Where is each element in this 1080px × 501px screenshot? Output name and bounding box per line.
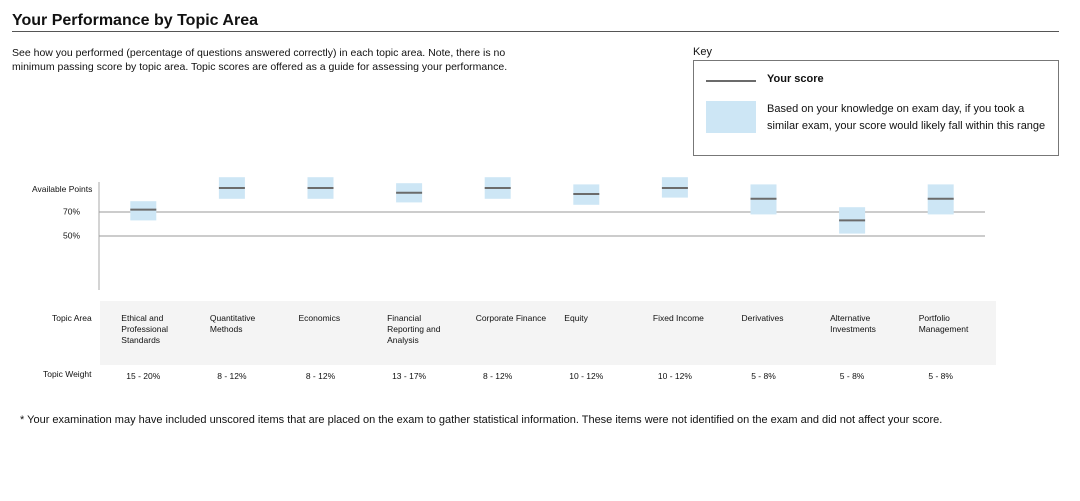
legend: Your score Based on your knowledge on ex… — [693, 60, 1059, 156]
legend-label: Your score — [767, 73, 824, 85]
x-tick-label: Corporate Finance — [475, 313, 547, 323]
y-axis-label: Available Points — [32, 184, 93, 194]
topic-weight: 10 - 12% — [569, 371, 604, 381]
topic-weight: 13 - 17% — [392, 371, 427, 381]
topic-weight: 15 - 20% — [126, 371, 161, 381]
x-tick-label: Financial Reporting and Analysis — [387, 313, 441, 345]
x-tick-label: Ethical and Professional Standards — [121, 313, 169, 345]
topic-weight: 10 - 12% — [657, 371, 692, 381]
row-label: Topic Weight — [43, 369, 92, 379]
title: Your Performance by Topic Area — [12, 12, 258, 29]
topic-band — [100, 301, 996, 365]
x-tick-label: Economics — [298, 313, 341, 323]
topic-weight: 8 - 12% — [305, 371, 336, 381]
row-label: Topic Area — [52, 313, 92, 323]
topic-weight: 8 - 12% — [483, 371, 513, 381]
key-title: Key — [693, 46, 712, 58]
y-tick-label: 70% — [63, 206, 80, 216]
x-tick-label: Portfolio Management — [918, 313, 969, 334]
legend-label: Based on your knowledge on exam day, if … — [767, 103, 1046, 132]
topic-weight: 5 - 8% — [839, 371, 865, 381]
title-rule — [12, 31, 1059, 32]
topic-weight: 8 - 12% — [217, 371, 247, 381]
x-tick-label: Alternative Investments — [830, 313, 876, 334]
x-tick-label: Quantitative Methods — [209, 313, 256, 334]
description: See how you performed (percentage of que… — [12, 47, 508, 73]
footnote: * Your examination may have included uns… — [20, 414, 943, 426]
legend-swatch — [706, 101, 756, 133]
legend-swatch — [706, 80, 756, 82]
x-tick-label: Fixed Income — [652, 313, 704, 323]
x-tick-label: Equity — [564, 313, 588, 323]
x-tick-label: Derivatives — [741, 313, 784, 323]
topic-weight: 5 - 8% — [928, 371, 953, 381]
y-tick-label: 50% — [63, 230, 80, 240]
topic-weight: 5 - 8% — [751, 371, 776, 381]
range-box — [130, 201, 157, 221]
